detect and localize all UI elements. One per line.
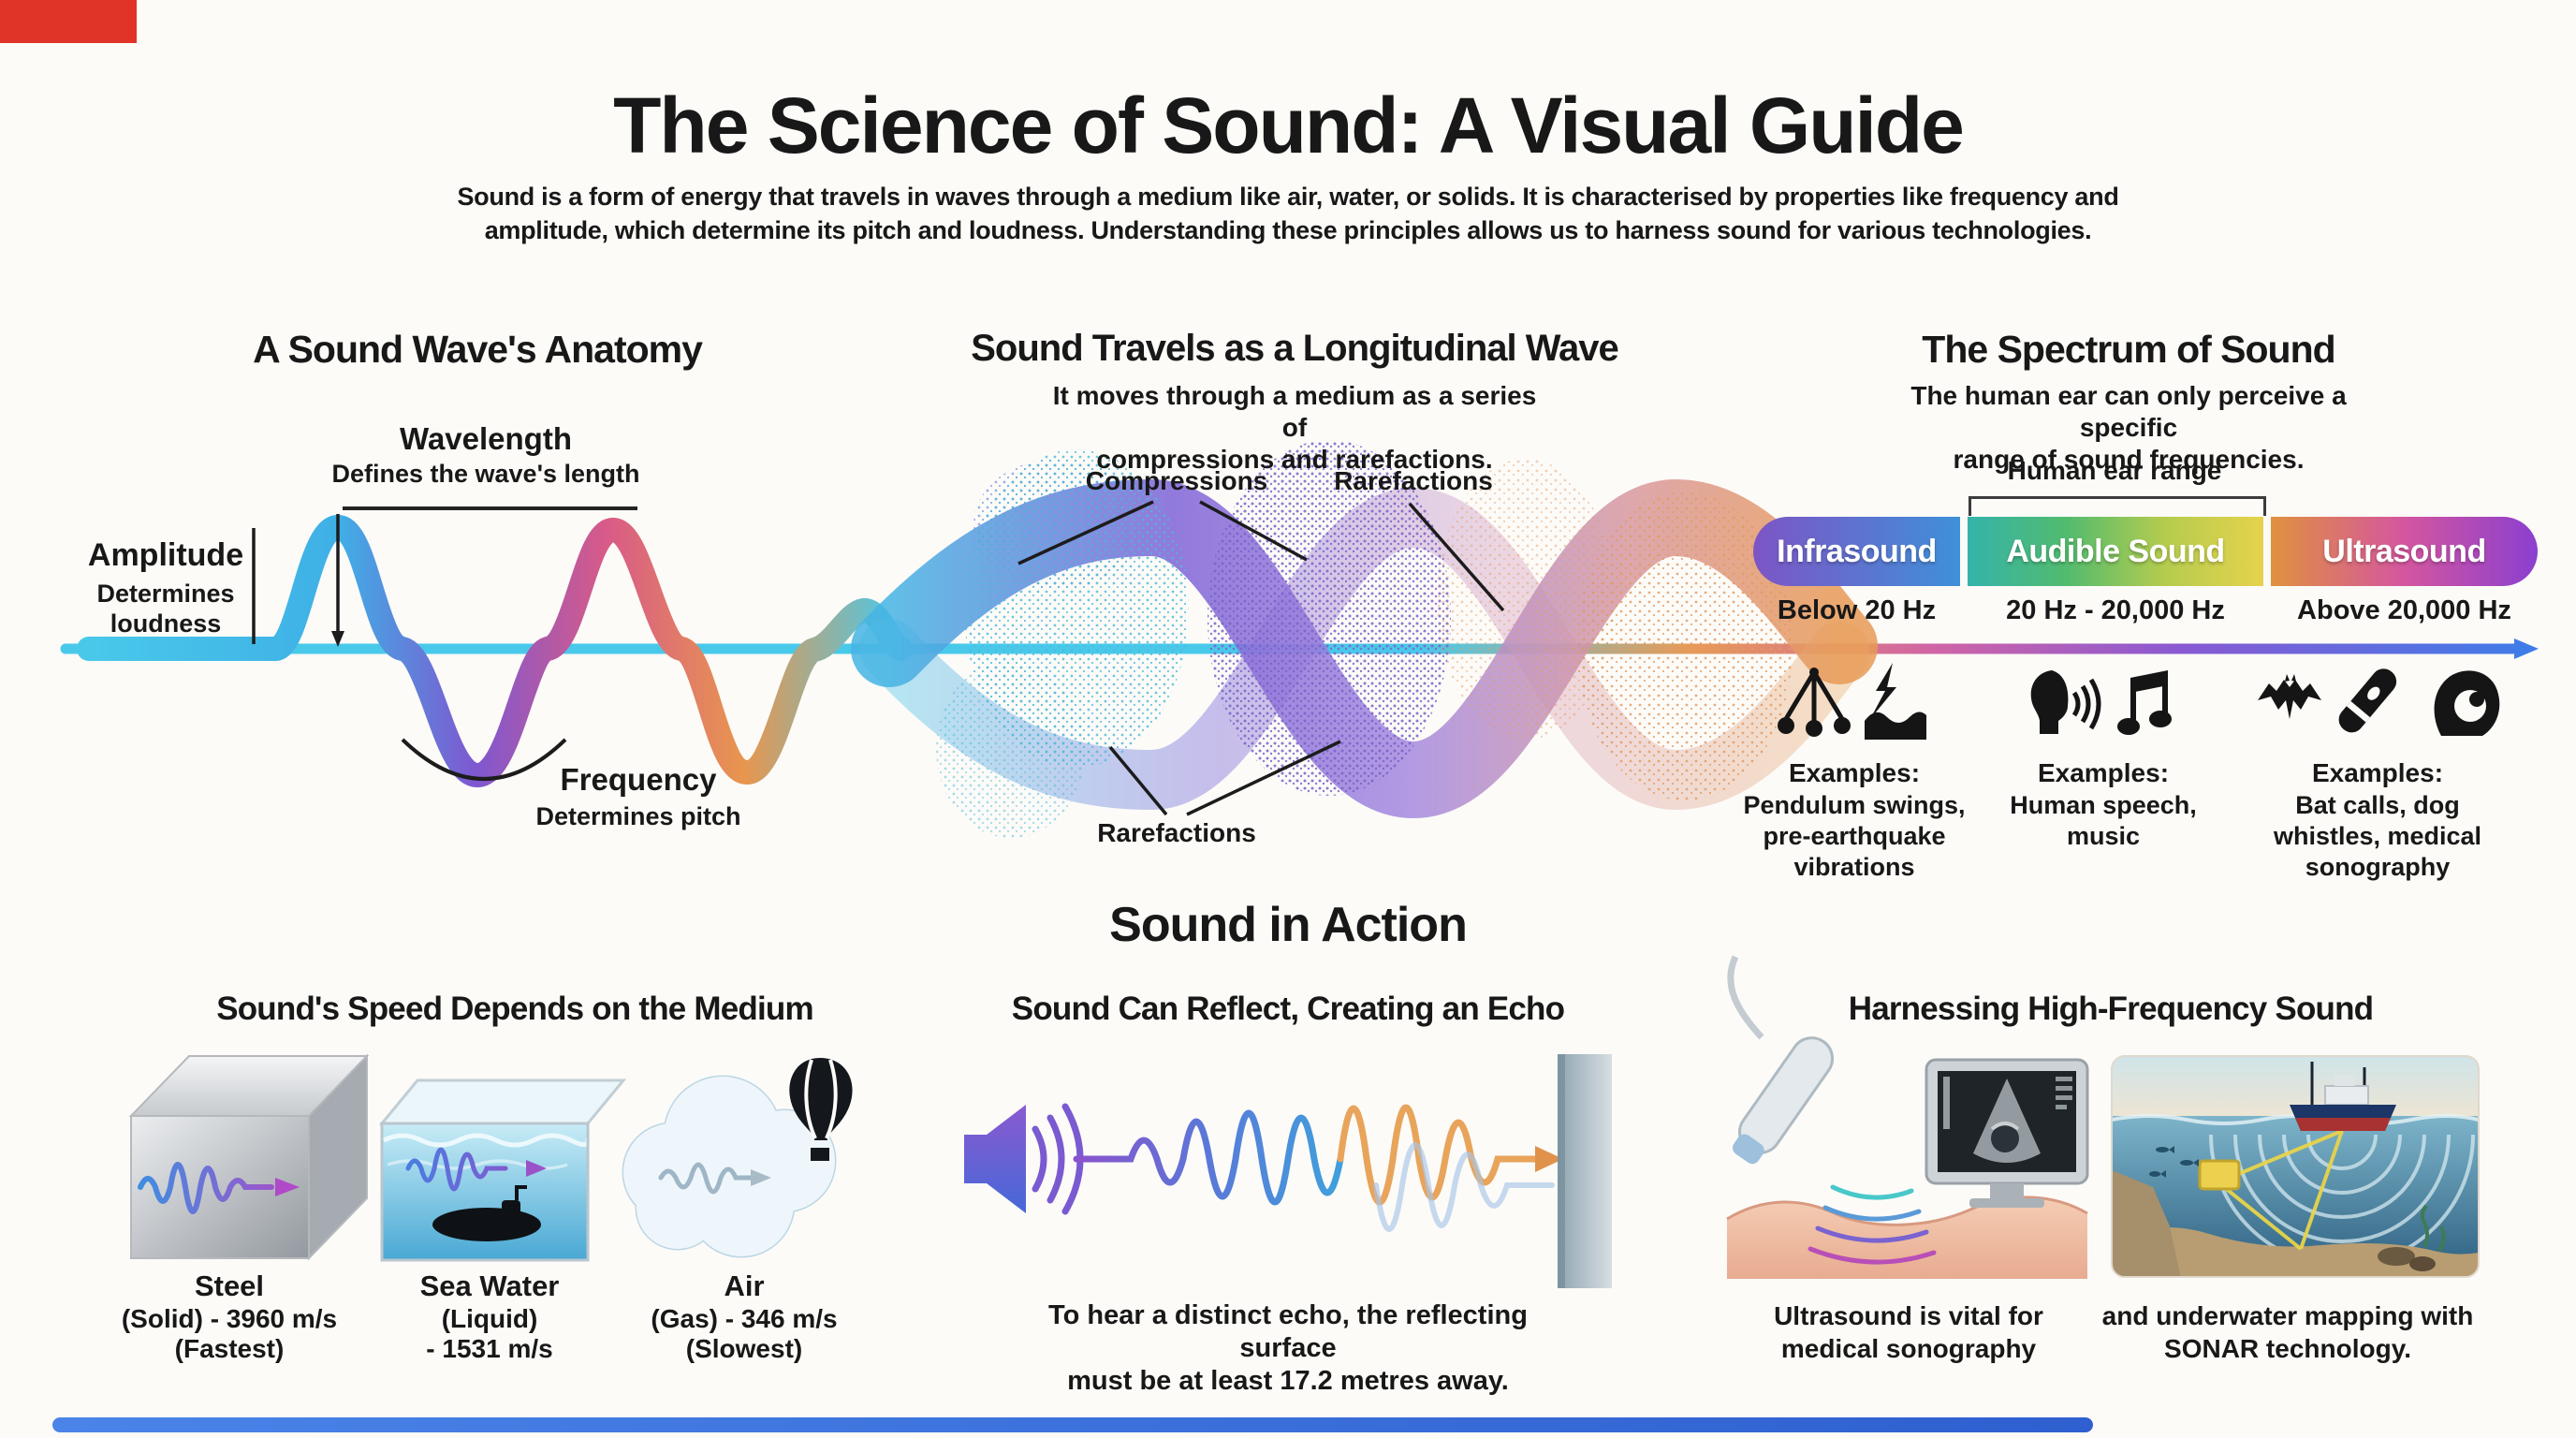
speed-heading: Sound's Speed Depends on the Medium xyxy=(216,990,813,1027)
medium-seawater-name: Sea Water xyxy=(419,1269,560,1302)
band-audible-range: 20 Hz - 20,000 Hz xyxy=(2006,595,2225,625)
infrasound-examples-heading: Examples: xyxy=(1788,758,1921,787)
compression-cloud xyxy=(1208,440,1451,796)
ultrasound-scene xyxy=(1726,955,2089,1279)
water-tank-icon xyxy=(378,1078,627,1262)
band-ultrasound-range: Above 20,000 Hz xyxy=(2297,595,2511,625)
ultrasound-probe-icon xyxy=(1727,955,1835,1165)
reflecting-wall xyxy=(1558,1054,1612,1288)
frequency-desc: Determines pitch xyxy=(535,802,741,830)
band-ultrasound: Ultrasound xyxy=(2271,517,2538,586)
frequency-arc xyxy=(401,738,567,781)
balloon-icon xyxy=(789,1058,853,1161)
wave-in-water xyxy=(405,1147,508,1192)
rarefaction-cloud xyxy=(1437,459,1615,740)
medium-air-name: Air xyxy=(724,1269,765,1302)
echo-caption: To hear a distinct echo, the reflecting … xyxy=(1048,1300,1528,1396)
rarefactions-label: Rarefactions xyxy=(1334,466,1493,495)
wavelength-arrowhead xyxy=(331,631,344,647)
medium-air-extra: (Slowest) xyxy=(685,1334,803,1363)
cloud-icon xyxy=(622,1075,837,1258)
rarefactions-bottom-label: Rarefactions xyxy=(1097,818,1256,847)
rarefactions-pointer-line xyxy=(1408,502,1505,612)
harness-heading: Harnessing High-Frequency Sound xyxy=(1848,990,2374,1027)
longitudinal-desc: It moves through a medium as a series of… xyxy=(1052,381,1537,474)
rarefactions-pointer-line xyxy=(1108,745,1168,816)
speech-icon xyxy=(2030,670,2101,734)
echo-wave xyxy=(1073,1104,1555,1232)
corner-mark xyxy=(0,0,137,43)
ultrasound-beams xyxy=(1808,1184,1937,1265)
frequency-label: Frequency xyxy=(560,762,717,797)
ear-range-bracket xyxy=(1969,496,2266,516)
ultrasound-monitor-icon xyxy=(1925,1058,2089,1208)
fish xyxy=(2149,1146,2199,1178)
amplitude-label: Amplitude xyxy=(87,537,244,573)
medium-steel-name: Steel xyxy=(194,1269,265,1302)
medium-seawater-detail: (Liquid) xyxy=(441,1304,538,1333)
seabed xyxy=(2112,1226,2479,1277)
compressions-pointer-line xyxy=(1017,500,1154,565)
sonar-beam xyxy=(2219,1129,2344,1251)
medium-air-detail: (Gas) - 346 m/s xyxy=(651,1304,838,1333)
rarefaction-cloud xyxy=(936,660,1086,838)
harness-caption-right: and underwater mapping with SONAR techno… xyxy=(2101,1301,2474,1363)
steel-cube-icon xyxy=(128,1053,370,1261)
audible-examples: Human speech, music xyxy=(2010,791,2197,850)
sonography-icon xyxy=(2434,670,2500,736)
spectrum-heading: The Spectrum of Sound xyxy=(1922,328,2335,371)
wavelength-label: Wavelength xyxy=(400,421,572,456)
wave-in-steel xyxy=(138,1162,274,1214)
sonar-target-box xyxy=(2198,1159,2241,1191)
submarine-icon xyxy=(432,1185,541,1241)
ear-range-label: Human ear range xyxy=(2007,456,2222,485)
sonar-frame xyxy=(2111,1055,2480,1278)
harness-caption-left: Ultrasound is vital for medical sonograp… xyxy=(1774,1301,2043,1363)
medium-steel-extra: (Fastest) xyxy=(174,1334,285,1363)
bottom-accent-bar xyxy=(52,1417,2093,1432)
anatomy-wave xyxy=(77,514,913,788)
ultrasound-examples-heading: Examples: xyxy=(2311,758,2444,787)
page-title: The Science of Sound: A Visual Guide xyxy=(613,81,1965,169)
action-heading: Sound in Action xyxy=(1109,898,1468,952)
longitudinal-heading: Sound Travels as a Longitudinal Wave xyxy=(971,328,1619,369)
band-audible: Audible Sound xyxy=(1968,517,2263,586)
ultrasound-examples: Bat calls, dog whistles, medical sonogra… xyxy=(2273,791,2482,881)
medium-steel-detail: (Solid) - 3960 m/s xyxy=(121,1304,338,1333)
ship-icon xyxy=(2290,1062,2396,1131)
sonar-scene xyxy=(2112,1056,2479,1277)
band-infrasound-range: Below 20 Hz xyxy=(1777,595,1937,625)
earthquake-icon xyxy=(1865,663,1926,740)
page-subtitle: Sound is a form of energy that travels i… xyxy=(457,183,2119,244)
infrasound-examples: Pendulum swings, pre-earthquake vibratio… xyxy=(1743,791,1966,881)
spectrum-desc: The human ear can only perceive a specif… xyxy=(1910,381,2347,474)
dog-whistle-icon xyxy=(2338,668,2397,733)
pendulum-icon xyxy=(1778,668,1851,737)
longitudinal-wave xyxy=(851,440,1878,838)
wavelength-measure-line xyxy=(343,506,637,510)
compression-cloud xyxy=(1577,492,1793,800)
medium-seawater-extra: - 1531 m/s xyxy=(426,1334,553,1363)
amplitude-desc: Determines loudness xyxy=(96,580,235,638)
music-note-icon xyxy=(2117,670,2172,735)
compressions-pointer-line xyxy=(1199,500,1308,562)
rarefactions-pointer-line xyxy=(1186,740,1341,816)
annotation-lines xyxy=(252,500,1505,816)
anatomy-heading: A Sound Wave's Anatomy xyxy=(253,328,703,371)
band-infrasound: Infrasound xyxy=(1753,517,1960,586)
wave-in-air xyxy=(658,1162,754,1195)
compressions-label: Compressions xyxy=(1085,466,1268,495)
echo-arrowhead xyxy=(1535,1146,1563,1172)
audible-examples-heading: Examples: xyxy=(2037,758,2170,787)
speaker-icon xyxy=(964,1103,1084,1215)
wavelength-desc: Defines the wave's length xyxy=(331,460,640,488)
echo-heading: Sound Can Reflect, Creating an Echo xyxy=(1011,990,1565,1027)
bat-icon xyxy=(2258,674,2321,719)
